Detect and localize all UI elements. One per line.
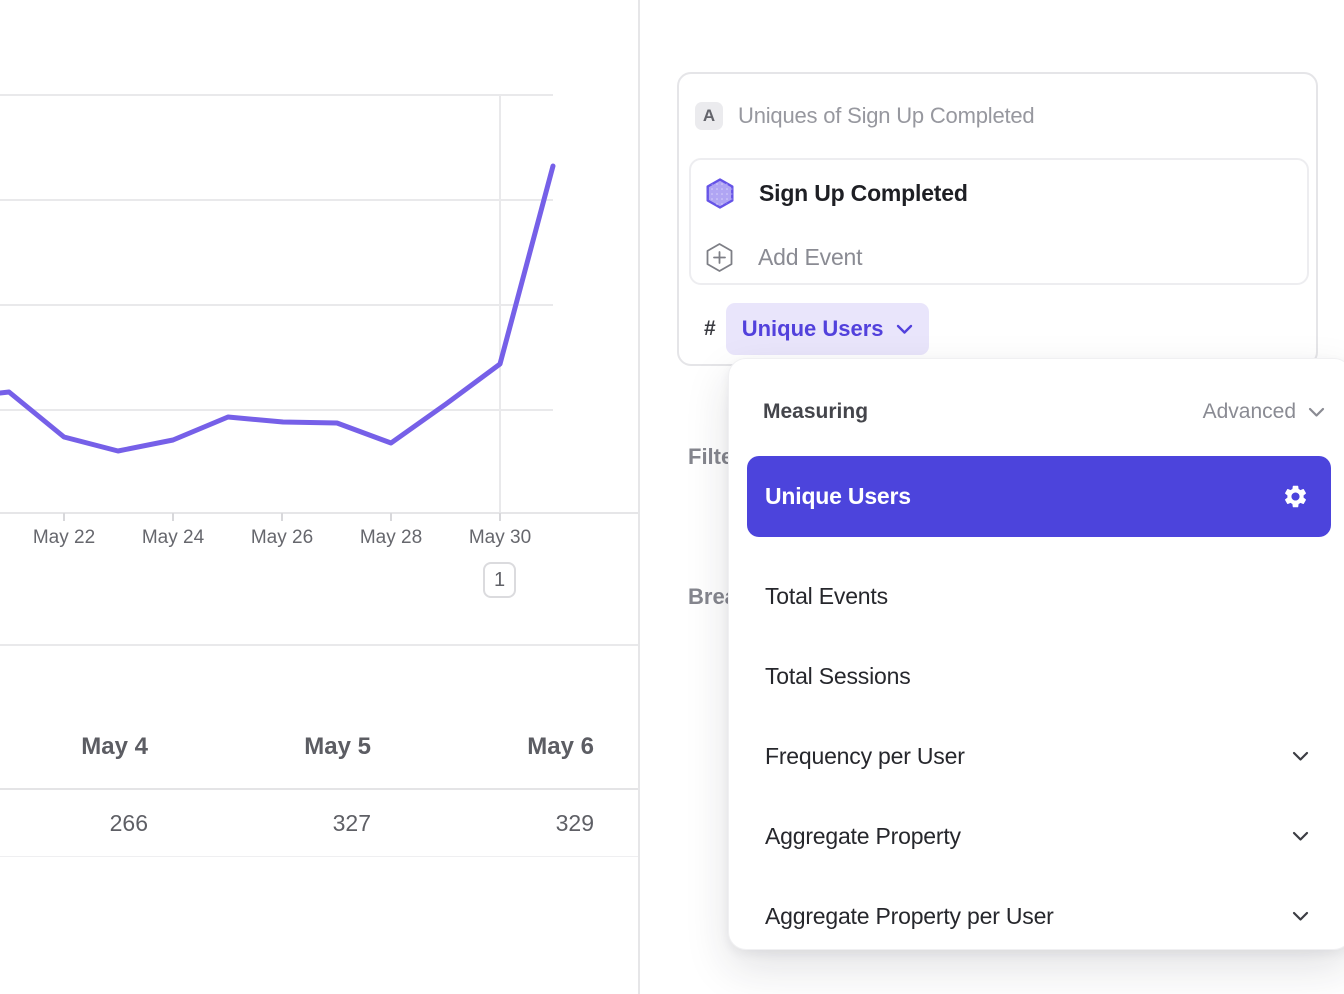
measurement-dropdown-button[interactable]: Unique Users (725, 303, 929, 355)
table-column-header: May 5 (304, 733, 371, 760)
table-column-header: May 6 (527, 733, 594, 760)
chevron-down-icon (1292, 831, 1309, 842)
measurement-value: Unique Users (741, 316, 884, 341)
line-chart (0, 94, 639, 521)
event-list-card: Sign Up Completed Add Event (689, 158, 1309, 285)
table-header-row: May 4 May 5 May 6 (0, 646, 639, 790)
chevron-down-icon (1292, 911, 1309, 922)
hash-icon: # (704, 317, 716, 340)
event-hexagon-icon (705, 177, 735, 210)
advanced-mode-toggle[interactable]: Advanced (1203, 400, 1325, 424)
table-values-row: 266 327 329 (0, 790, 639, 857)
menu-item-label: Total Events (765, 582, 888, 609)
x-tick-label: May 30 (468, 527, 532, 548)
selected-item-label: Unique Users (765, 483, 911, 509)
measurement-row: # Unique Users (704, 303, 929, 355)
query-title: Uniques of Sign Up Completed (738, 103, 1035, 128)
dropdown-header: Measuring Advanced (763, 395, 1325, 429)
menu-item-unique-users-selected[interactable]: Unique Users (747, 456, 1331, 537)
advanced-label: Advanced (1202, 400, 1296, 423)
series-a-badge: A (695, 102, 723, 130)
add-event-icon (705, 242, 734, 273)
add-event-button[interactable]: Add Event (705, 240, 863, 274)
add-event-label: Add Event (758, 243, 863, 270)
table-cell-value: 327 (332, 809, 371, 836)
x-tick-label: May 22 (32, 527, 96, 548)
x-tick-label: May 28 (359, 527, 423, 548)
chevron-down-icon (1292, 751, 1309, 762)
pane-divider (638, 0, 640, 994)
query-builder-card: A Uniques of Sign Up Completed Sign Up C… (677, 72, 1318, 366)
chart-annotation-badge[interactable]: 1 (483, 562, 516, 598)
x-tick-label: May 26 (250, 527, 314, 548)
menu-item-label: Aggregate Property per User (765, 902, 1054, 929)
chart-pane: May 22 May 24 May 26 May 28 May 30 1 May 4 Ma… (0, 0, 639, 994)
menu-item-total-events[interactable]: Total Events (747, 556, 1331, 636)
menu-item-aggregate-property-per-user[interactable]: Aggregate Property per User (747, 876, 1331, 956)
menu-item-aggregate-property[interactable]: Aggregate Property (747, 796, 1331, 876)
event-row[interactable]: Sign Up Completed (705, 176, 968, 210)
values-table: May 4 May 5 May 6 266 327 329 (0, 646, 639, 857)
menu-item-label: Aggregate Property (765, 822, 961, 849)
menu-item-frequency-per-user[interactable]: Frequency per User (747, 716, 1331, 796)
measuring-label: Measuring (763, 400, 869, 423)
menu-item-label: Total Sessions (765, 662, 911, 689)
table-cell-value: 266 (109, 809, 148, 836)
chevron-down-icon (896, 324, 913, 335)
menu-item-label: Frequency per User (765, 742, 965, 769)
query-card-header: A Uniques of Sign Up Completed (695, 102, 1035, 130)
chevron-down-icon (1308, 407, 1325, 418)
section-divider (0, 644, 639, 646)
gear-icon[interactable] (1282, 483, 1309, 510)
table-column-header: May 4 (81, 733, 148, 760)
table-cell-value: 329 (555, 809, 594, 836)
menu-item-total-sessions[interactable]: Total Sessions (747, 636, 1331, 716)
event-name: Sign Up Completed (759, 179, 968, 206)
measuring-dropdown-menu: Measuring Advanced Unique Users Total Ev… (728, 358, 1344, 950)
series-line (0, 163, 556, 454)
x-tick-label: May 24 (141, 527, 205, 548)
